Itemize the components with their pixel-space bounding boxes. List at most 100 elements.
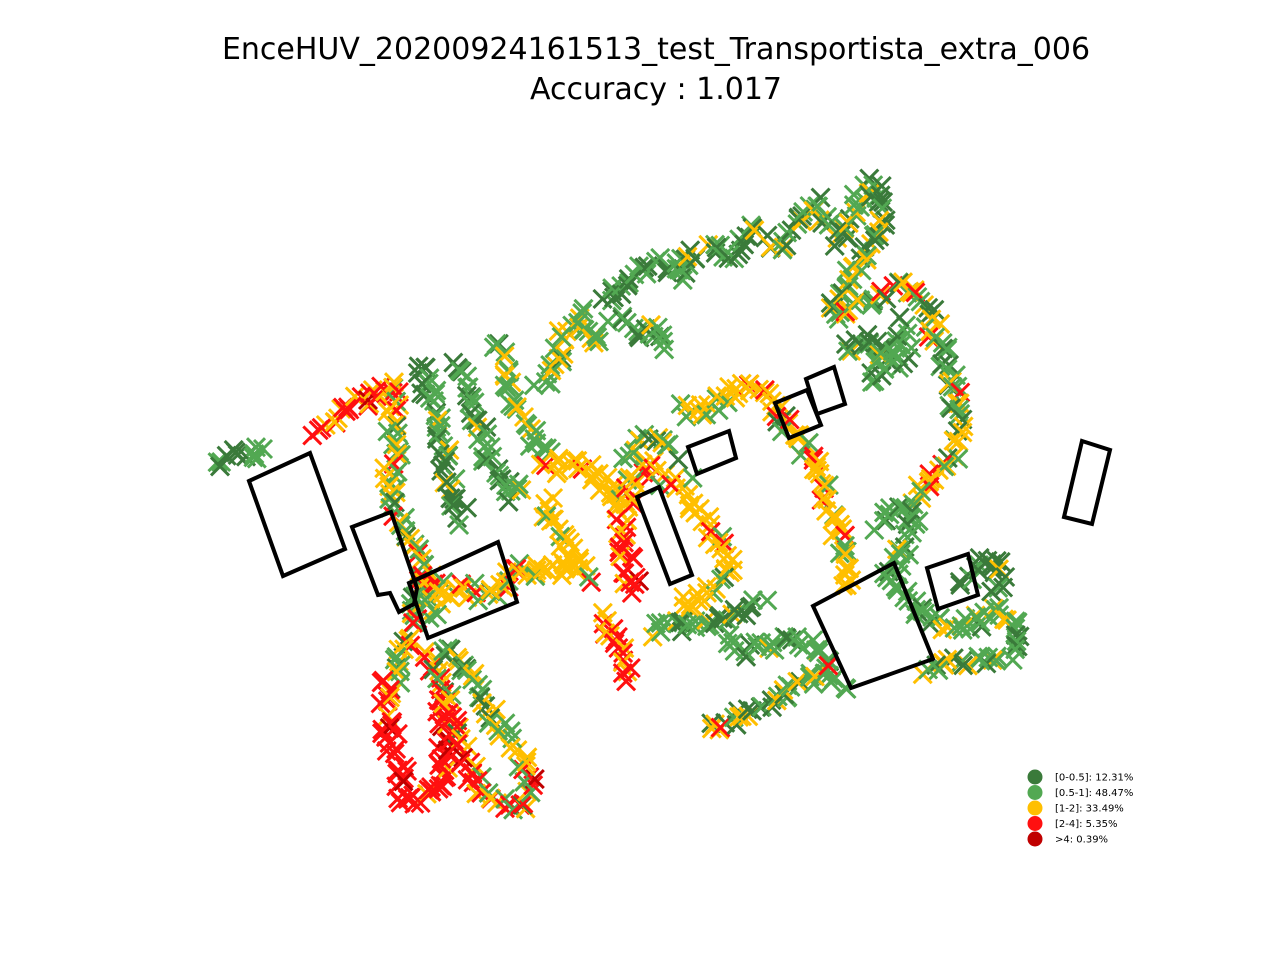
x-marker	[476, 417, 497, 438]
x-marker	[658, 434, 679, 455]
x-marker	[623, 548, 644, 569]
x-marker	[252, 438, 274, 460]
building-outline	[810, 560, 936, 691]
x-marker	[513, 793, 534, 814]
x-marker	[482, 446, 503, 467]
x-marker	[788, 634, 809, 655]
x-marker	[223, 439, 244, 460]
building-outline	[406, 539, 520, 641]
x-marker	[386, 661, 407, 682]
x-marker	[494, 346, 515, 367]
x-marker	[868, 192, 889, 213]
x-marker	[496, 377, 517, 398]
x-marker	[653, 331, 674, 352]
x-marker	[449, 514, 470, 536]
x-marker	[621, 582, 642, 604]
x-marker	[311, 417, 332, 438]
x-marker	[511, 479, 532, 501]
x-marker	[245, 437, 267, 458]
building-outline	[685, 428, 739, 477]
x-marker	[710, 717, 731, 738]
legend: [0-0.5]: 12.31% [0.5-1]: 48.47% [1-2]: 33.…	[1027, 769, 1133, 847]
x-marker	[393, 771, 414, 792]
x-marker	[739, 374, 760, 395]
building-outline	[349, 509, 420, 615]
x-marker	[708, 532, 729, 553]
x-marker	[508, 474, 529, 495]
x-marker	[652, 432, 673, 453]
x-marker	[1006, 631, 1027, 652]
x-marker	[578, 566, 599, 587]
x-marker	[393, 768, 415, 789]
x-marker	[787, 626, 808, 648]
x-marker	[993, 577, 1014, 598]
x-marker	[872, 198, 893, 219]
x-marker	[411, 548, 433, 569]
legend-label: [0.5-1]: 48.47%	[1055, 788, 1133, 799]
legend-label: >4: 0.39%	[1055, 835, 1108, 846]
x-marker	[383, 372, 405, 393]
x-marker	[911, 481, 932, 502]
x-marker	[886, 330, 907, 352]
x-marker	[617, 275, 638, 296]
x-marker	[856, 245, 878, 266]
x-marker	[950, 403, 971, 424]
x-marker	[495, 342, 516, 363]
chart-title: EnceHUV_20200924161513_test_Transportist…	[222, 32, 1090, 67]
x-marker	[436, 472, 457, 493]
x-marker	[532, 559, 553, 580]
legend-swatch	[1027, 831, 1043, 847]
x-marker	[573, 298, 594, 319]
x-marker	[829, 543, 850, 564]
x-marker	[907, 475, 928, 496]
building-outline	[924, 551, 981, 612]
x-marker	[344, 386, 365, 407]
x-marker	[760, 636, 781, 657]
x-marker	[530, 454, 551, 475]
x-marker	[609, 542, 630, 563]
legend-label: [1-2]: 33.49%	[1055, 804, 1124, 815]
x-marker	[373, 670, 394, 691]
x-marker	[535, 455, 556, 476]
building-outline	[772, 387, 824, 441]
x-marker	[798, 432, 819, 453]
x-marker	[543, 487, 564, 509]
x-marker	[728, 244, 749, 265]
x-marker	[516, 751, 537, 773]
x-marker	[838, 269, 859, 290]
x-marker	[668, 449, 689, 470]
x-marker	[818, 655, 839, 676]
x-marker	[612, 448, 634, 469]
x-marker	[714, 533, 735, 554]
x-marker	[818, 214, 839, 235]
x-marker	[812, 488, 834, 509]
x-marker	[476, 449, 497, 470]
x-marker	[613, 643, 634, 664]
x-marker	[864, 230, 885, 251]
x-marker	[673, 587, 694, 608]
x-marker	[873, 192, 894, 213]
x-marker	[745, 632, 766, 653]
chart-subtitle: Accuracy : 1.017	[530, 72, 782, 107]
building-outline	[246, 450, 348, 579]
x-marker	[611, 284, 632, 305]
x-marker	[414, 641, 435, 663]
x-marker	[464, 392, 485, 413]
x-marker	[485, 699, 507, 720]
building-outlines	[246, 364, 1113, 691]
x-marker	[673, 595, 694, 616]
x-marker	[650, 612, 671, 633]
x-marker	[943, 430, 964, 451]
x-marker	[837, 341, 859, 362]
x-marker	[981, 581, 1002, 602]
x-marker	[636, 263, 657, 284]
x-marker	[919, 613, 940, 635]
x-marker	[370, 693, 391, 714]
x-marker	[471, 782, 492, 803]
x-marker	[982, 557, 1003, 578]
building-outline	[803, 364, 848, 417]
x-marker	[548, 320, 569, 341]
x-marker	[506, 396, 528, 418]
x-marker	[535, 371, 556, 392]
